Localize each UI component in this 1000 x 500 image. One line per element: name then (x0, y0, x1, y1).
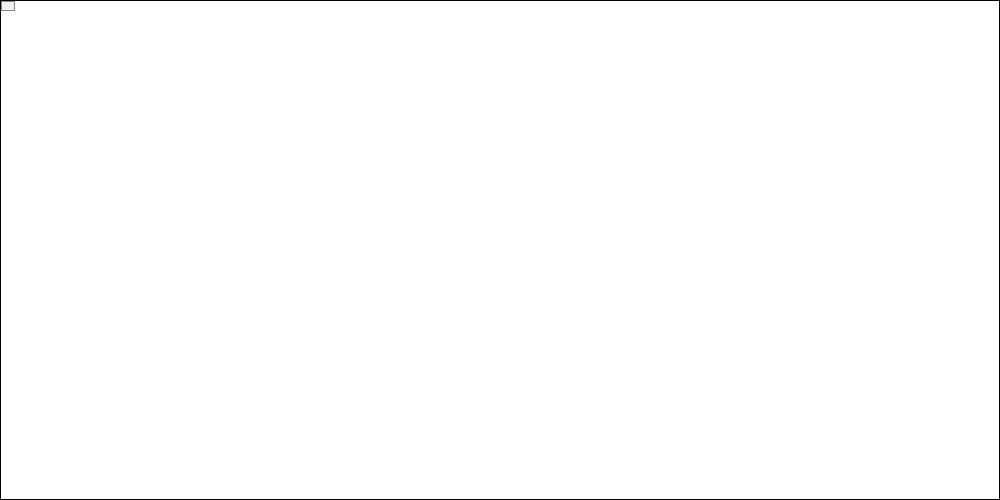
chart-svg (1, 1, 301, 151)
chart-legend (1, 1, 15, 11)
line-chart (0, 0, 1000, 500)
